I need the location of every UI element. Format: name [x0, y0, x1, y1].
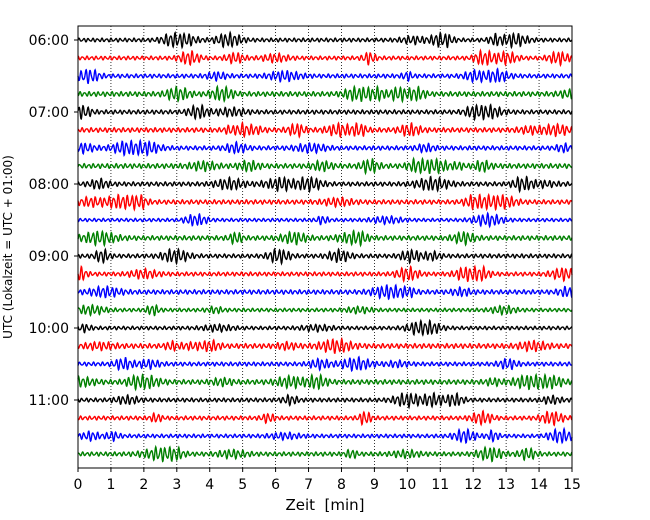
seismogram-trace: [77, 355, 573, 373]
x-axis-ticks: 0 1 2 3 4 5 6 7 8 9 10 11 12 13 14 15: [74, 468, 581, 493]
y-tick-label: 09:00: [29, 249, 69, 265]
trace-layer: [77, 30, 573, 463]
x-tick-label: 10: [398, 477, 416, 493]
seismogram-trace: [77, 228, 573, 248]
seismogram-trace: [77, 283, 573, 301]
seismogram-trace: [77, 120, 573, 139]
x-tick-label: 7: [304, 477, 313, 493]
seismogram-trace: [77, 409, 573, 427]
plot-frame: [77, 25, 573, 469]
y-tick-label: 07:00: [29, 105, 69, 121]
x-tick-label: 15: [563, 477, 581, 493]
seismogram-trace: [77, 138, 573, 157]
x-tick-label: 1: [106, 477, 115, 493]
x-axis-label: Zeit [min]: [285, 496, 364, 514]
seismogram-trace: [77, 444, 573, 463]
x-tick-label: 4: [205, 477, 214, 493]
seismogram-trace: [77, 336, 573, 355]
seismogram-trace: [77, 30, 573, 50]
x-tick-label: 14: [530, 477, 548, 493]
x-tick-label: 5: [238, 477, 247, 493]
x-tick-label: 9: [370, 477, 379, 493]
seismogram-trace: [77, 48, 573, 68]
seismogram-trace: [77, 264, 573, 284]
y-tick-label: 06:00: [29, 33, 69, 49]
seismogram-trace: [77, 84, 573, 104]
seismogram-trace: [77, 175, 573, 194]
y-axis-label: UTC (Lokalzeit = UTC + 01:00): [1, 155, 15, 339]
plot-background: [78, 26, 572, 468]
x-tick-label: 2: [139, 477, 148, 493]
x-tick-label: 12: [464, 477, 482, 493]
seismogram-trace: [77, 156, 573, 176]
seismogram-trace: [77, 103, 573, 122]
x-tick-label: 6: [271, 477, 280, 493]
seismogram-trace: [77, 211, 573, 229]
x-tick-label: 11: [431, 477, 449, 493]
x-tick-label: 3: [172, 477, 181, 493]
seismogram-trace: [77, 247, 573, 266]
seismogram-trace: [77, 192, 573, 212]
seismogram-trace: [77, 426, 573, 445]
y-tick-label: 08:00: [29, 177, 69, 193]
x-tick-label: 8: [337, 477, 346, 493]
x-tick-label: 0: [74, 477, 83, 493]
seismogram-trace: [77, 318, 573, 337]
seismogram-trace: [77, 391, 573, 410]
seismogram-trace: [77, 67, 573, 85]
seismogram-trace: [77, 372, 573, 392]
y-tick-label: 11:00: [29, 393, 69, 409]
x-tick-label: 13: [497, 477, 515, 493]
y-tick-label: 10:00: [29, 321, 69, 337]
y-axis-ticks: 06:00 07:00 08:00 09:00 10:00 11:00: [29, 33, 78, 409]
seismogram-trace: [77, 303, 573, 317]
